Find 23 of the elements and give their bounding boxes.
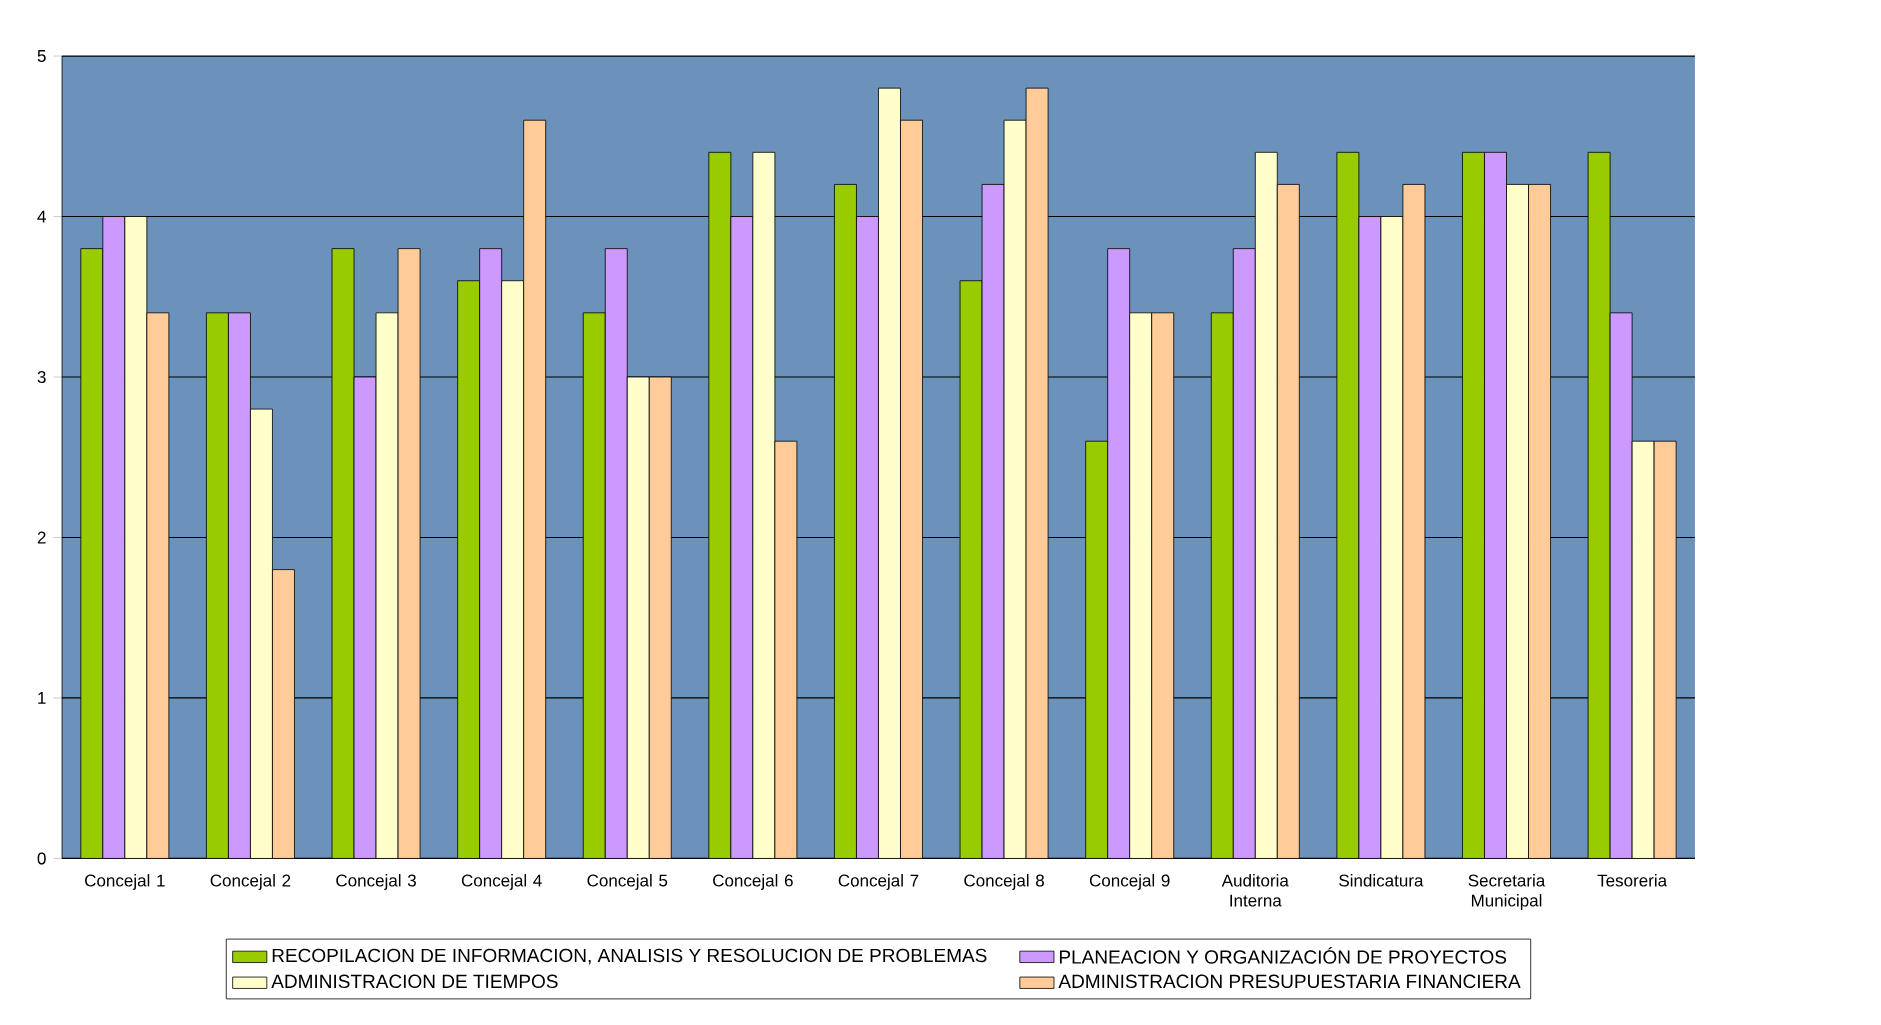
x-tick-label: Concejal 2 — [210, 874, 291, 891]
legend-label: ADMINISTRACION DE TIEMPOS — [271, 974, 558, 989]
x-tick-label: Concejal 3 — [336, 874, 416, 891]
x-tick-label: Concejal 5 — [587, 874, 668, 891]
x-tick-label: Concejal 6 — [713, 874, 793, 891]
x-tick-label: Concejal 1 — [85, 874, 165, 891]
legend-label: PLANEACION Y ORGANIZACIÓN DE PROYECTOS — [1059, 947, 1507, 965]
x-tick-label: Concejal 7 — [838, 874, 919, 891]
x-tick-label: Concejal 4 — [461, 874, 542, 891]
legend-label: RECOPILACION DE INFORMACION, ANALISIS Y RESOLUCION DE PROBLEMAS — [272, 948, 987, 965]
y-tick-label: 4 — [37, 210, 46, 223]
legend-label: ADMINISTRACION PRESUPUESTARIA FINANCIERA — [1058, 974, 1521, 989]
x-tick-label: Sindicatura — [1339, 874, 1424, 887]
y-tick-label: 1 — [38, 692, 46, 705]
y-tick-label: 3 — [37, 371, 46, 384]
x-tick-label: Tesoreria — [1597, 874, 1668, 887]
x-tick-label: Concejal 9 — [1089, 874, 1170, 891]
y-tick-label: 2 — [37, 531, 46, 544]
x-tick-label: Auditoria Interna — [1221, 874, 1289, 907]
y-tick-label: 0 — [37, 852, 46, 865]
x-tick-label: Secretaria Municipal — [1468, 874, 1546, 911]
x-tick-label: Concejal 8 — [964, 874, 1044, 891]
y-tick-label: 5 — [37, 50, 46, 63]
